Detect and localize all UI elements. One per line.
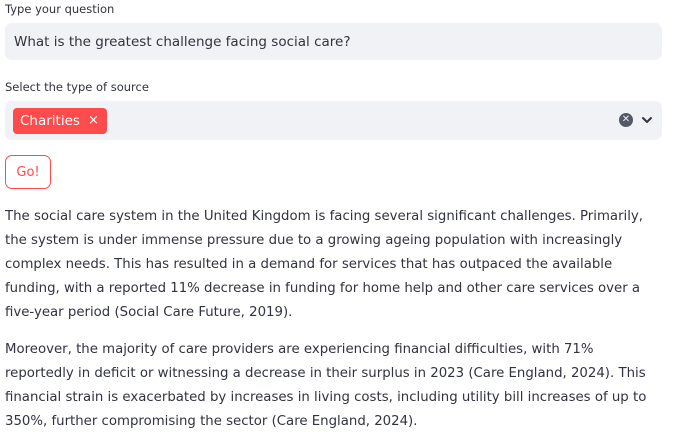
- source-select[interactable]: Charities × ✕: [5, 101, 662, 140]
- answer-paragraph: Moreover, the majority of care providers…: [5, 342, 647, 429]
- selected-tag-charities: Charities ×: [13, 107, 107, 134]
- chevron-down-icon[interactable]: [639, 112, 655, 128]
- go-button[interactable]: Go!: [5, 155, 51, 189]
- tag-remove-icon[interactable]: ×: [87, 113, 99, 128]
- answer-text: The social care system in the United Kin…: [5, 205, 665, 447]
- question-label: Type your question: [5, 2, 115, 16]
- question-input[interactable]: [14, 33, 653, 50]
- answer-paragraph: The social care system in the United Kin…: [5, 209, 644, 320]
- clear-icon[interactable]: ✕: [619, 113, 633, 127]
- tag-label: Charities: [20, 112, 80, 129]
- question-field[interactable]: [5, 23, 662, 60]
- source-label: Select the type of source: [5, 80, 149, 94]
